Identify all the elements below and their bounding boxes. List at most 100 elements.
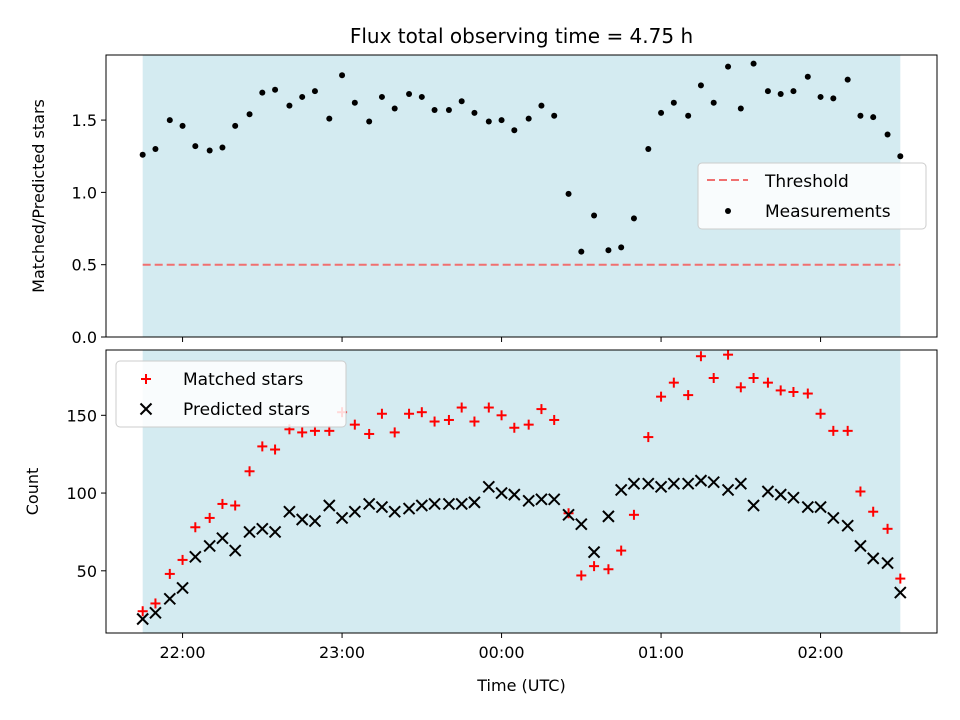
matched-star-point	[230, 500, 241, 511]
matched-star-point	[643, 432, 654, 443]
matched-star-point	[469, 416, 480, 427]
measurement-point	[179, 122, 186, 129]
matched-star-point	[349, 419, 360, 430]
x-tick-label: 22:00	[160, 643, 206, 662]
predicted-star-point	[774, 488, 787, 501]
matched-star-point	[416, 407, 427, 418]
matched-star-point	[762, 377, 773, 388]
predicted-star-point	[614, 483, 628, 497]
predicted-star-point	[866, 552, 880, 565]
measurement-point	[790, 88, 797, 95]
predicted-star-point	[256, 522, 269, 536]
measurement-point	[206, 147, 213, 154]
measurement-point	[870, 114, 877, 121]
measurement-point	[857, 112, 864, 119]
predicted-star-point	[721, 483, 735, 497]
matched-star-point	[404, 408, 415, 419]
predicted-star-point	[495, 486, 508, 500]
measurement-point	[750, 60, 757, 67]
predicted-star-point	[216, 531, 229, 545]
measurement-point	[272, 86, 279, 93]
predicted-star-point	[268, 525, 282, 539]
measurement-point	[670, 99, 677, 106]
top-axes-frame	[105, 54, 938, 338]
matched-star-point	[855, 486, 866, 497]
measurement-point	[817, 93, 824, 100]
predicted-star-point	[203, 539, 216, 553]
top-panel: 0.0 0.5 1.0 1.5 Flux total observing time =…	[29, 24, 938, 347]
measurement-point	[391, 105, 398, 112]
measurement-point	[445, 106, 452, 113]
matched-star-point	[190, 522, 201, 533]
measurement-point	[710, 99, 717, 106]
matched-star-point	[788, 386, 799, 397]
measurement-point	[525, 115, 532, 122]
predicted-star-point	[894, 586, 907, 599]
matched-star-point	[589, 561, 600, 572]
measurement-point	[152, 146, 159, 152]
matched-star-point	[628, 509, 639, 520]
predicted-star-point	[455, 497, 468, 511]
predicted-star-point	[547, 493, 561, 506]
top-legend-box	[697, 162, 927, 230]
predicted-star-point	[575, 517, 588, 531]
matched-star-point	[177, 554, 188, 565]
predicted-star-point	[375, 500, 389, 514]
legend-measurements-swatch	[725, 208, 731, 214]
y-tick-label: 0.0	[72, 328, 97, 347]
predicted-star-point	[881, 556, 894, 570]
x-tick-label: 23:00	[319, 643, 365, 662]
legend-predicted-swatch	[139, 402, 153, 416]
matched-star-point	[364, 428, 375, 439]
predicted-star-point	[522, 494, 535, 508]
measurement-point	[351, 99, 358, 106]
predicted-star-point	[388, 505, 401, 518]
predicted-star-point	[602, 510, 615, 523]
predicted-star-point	[243, 525, 256, 539]
measurement-point	[697, 82, 704, 89]
legend-threshold-label: Threshold	[764, 172, 849, 192]
predicted-star-point	[482, 480, 496, 494]
measurement-point	[232, 122, 239, 129]
measurement-point	[538, 102, 545, 109]
measurement-point	[551, 112, 558, 119]
predicted-star-point	[308, 514, 322, 528]
measurement-point	[326, 115, 333, 122]
predicted-star-point	[694, 474, 708, 487]
matched-star-point	[815, 408, 826, 419]
predicted-star-point	[176, 581, 189, 595]
measurement-point	[884, 131, 891, 138]
legend-x-marker	[139, 402, 153, 416]
predicted-star-point	[562, 508, 575, 522]
x-tick-label: 00:00	[479, 643, 525, 662]
measurement-point	[471, 109, 478, 116]
matched-star-point	[389, 427, 400, 438]
bottom-axes-frame	[105, 349, 938, 634]
matched-star-point	[895, 573, 906, 584]
matched-star-point	[257, 441, 268, 452]
measurement-point	[830, 95, 837, 102]
matched-star-point	[137, 606, 148, 617]
matched-star-point	[563, 508, 574, 519]
matched-star-point	[523, 419, 534, 430]
top-y-ticks: 0.0 0.5 1.0 1.5	[72, 111, 106, 347]
predicted-star-point	[667, 477, 681, 490]
matched-star-point	[882, 523, 893, 534]
predicted-star-point	[761, 485, 775, 498]
matched-star-point	[868, 506, 879, 517]
predicted-star-point	[535, 493, 548, 506]
y-tick-label: 1.5	[72, 111, 97, 130]
matched-star-point	[576, 570, 587, 581]
predicted-star-point	[707, 475, 720, 489]
y-tick-label: 1.0	[72, 183, 97, 202]
predicted-star-point	[402, 502, 416, 515]
predicted-star-point	[362, 497, 376, 511]
y-tick-label: 0.5	[72, 256, 97, 275]
bottom-y-axis-label: Count	[23, 468, 42, 516]
predicted-star-point	[654, 480, 668, 494]
legend-matched-label: Matched stars	[183, 370, 303, 390]
predicted-star-point	[189, 550, 202, 564]
measurement-point	[777, 91, 784, 98]
measurement-point	[166, 117, 173, 124]
